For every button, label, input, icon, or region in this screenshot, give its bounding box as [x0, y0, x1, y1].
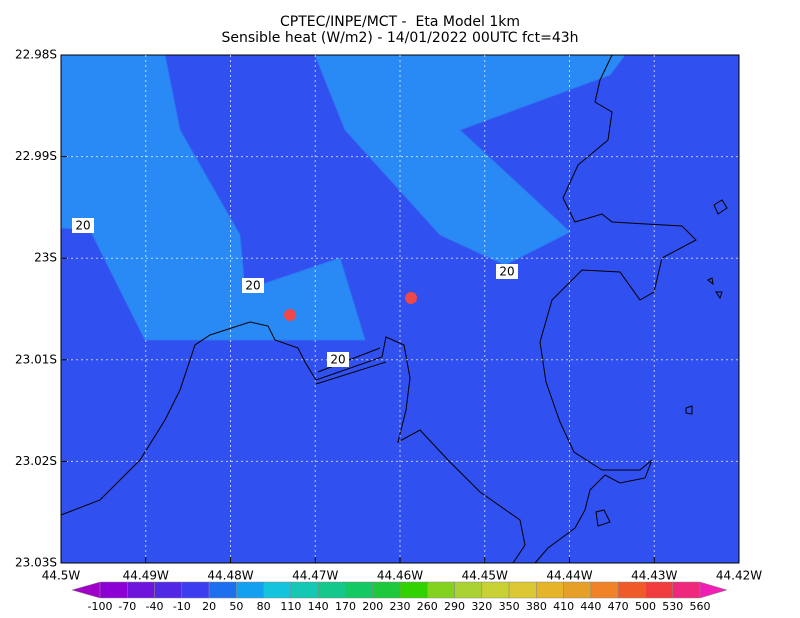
contour-label: 20 — [245, 279, 260, 293]
colorbar-box — [154, 581, 183, 599]
x-tick-label: 44.47W — [292, 569, 338, 583]
colorbar-label: -40 — [146, 600, 164, 613]
colorbar-label: 290 — [444, 600, 465, 613]
coastline — [60, 54, 728, 564]
colorbar-label: 440 — [580, 600, 601, 613]
colorbar-box — [481, 581, 510, 599]
contour-label-box — [72, 218, 94, 233]
colorbar-label: 230 — [390, 600, 411, 613]
colorbar-label: 20 — [202, 600, 216, 613]
site-marker — [284, 309, 296, 321]
y-tick-label: 23S — [34, 251, 57, 265]
colorbar-box — [617, 581, 646, 599]
colorbar-box — [236, 581, 264, 599]
contour-label-box — [242, 278, 264, 293]
colorbar-box — [127, 581, 155, 599]
x-tick-label: 44.49W — [123, 569, 169, 583]
colorbar-label: 110 — [280, 600, 301, 613]
chart-subtitle: Sensible heat (W/m2) - 14/01/2022 00UTC … — [221, 30, 578, 46]
contour-label-box — [496, 264, 518, 279]
x-tick-label: 44.48W — [207, 569, 253, 583]
contour-label: 20 — [75, 219, 90, 233]
colorbar-box — [645, 581, 673, 599]
y-tick-label: 23.02S — [15, 454, 57, 468]
colorbar-box — [536, 581, 564, 599]
colorbar-box — [99, 581, 128, 599]
x-tick-label: 44.5W — [42, 569, 81, 583]
colorbar-box — [263, 581, 292, 599]
colorbar-box — [317, 581, 346, 599]
y-tick-label: 22.98S — [15, 48, 57, 62]
map: 20 20 20 20 — [60, 54, 739, 564]
colorbar-label: 50 — [229, 600, 243, 613]
colorbar-label: 410 — [553, 600, 574, 613]
colorbar-box — [372, 581, 401, 599]
colorbar-label: 560 — [690, 600, 711, 613]
colorbar-label: 350 — [499, 600, 520, 613]
colorbar-label: 200 — [362, 600, 383, 613]
x-tick-label: 44.44W — [546, 569, 592, 583]
colorbar-label: 260 — [417, 600, 438, 613]
colorbar-label: 380 — [526, 600, 547, 613]
colorbar-box — [563, 581, 592, 599]
colorbar-label: -70 — [118, 600, 136, 613]
colorbar-label: 470 — [608, 600, 629, 613]
colorbar-label: 500 — [635, 600, 656, 613]
colorbar-box — [672, 581, 701, 599]
colorbar-box — [208, 581, 237, 599]
x-tick-label: 44.43W — [631, 569, 677, 583]
colorbar-label: -10 — [173, 600, 191, 613]
y-tick-label: 23.03S — [15, 556, 57, 570]
chart-title: CPTEC/INPE/MCT - Eta Model 1km — [280, 14, 520, 30]
colorbar-box — [181, 581, 210, 599]
colorbar-label: -100 — [88, 600, 113, 613]
y-tick-label: 23.01S — [15, 352, 57, 366]
x-tick-label: 44.45W — [462, 569, 508, 583]
colorbar-label: 320 — [471, 600, 492, 613]
colorbar-label: 530 — [662, 600, 683, 613]
x-tick-label: 44.42W — [716, 569, 762, 583]
colorbar-box — [427, 581, 455, 599]
colorbar-label: 80 — [257, 600, 271, 613]
colorbar-label: 140 — [308, 600, 329, 613]
colorbar-box — [399, 581, 428, 599]
colorbar-box — [345, 581, 373, 599]
x-tick-label: 44.46W — [377, 569, 423, 583]
colorbar-label: 170 — [335, 600, 356, 613]
colorbar-box — [454, 581, 483, 599]
y-tick-label: 22.99S — [15, 149, 57, 163]
site-marker — [405, 292, 417, 304]
colorbar-box — [290, 581, 319, 599]
colorbar-arrow — [71, 581, 101, 599]
colorbar-box — [590, 581, 619, 599]
colorbar-box — [508, 581, 537, 599]
colorbar-arrow — [699, 581, 728, 599]
contour-label: 20 — [499, 265, 514, 279]
